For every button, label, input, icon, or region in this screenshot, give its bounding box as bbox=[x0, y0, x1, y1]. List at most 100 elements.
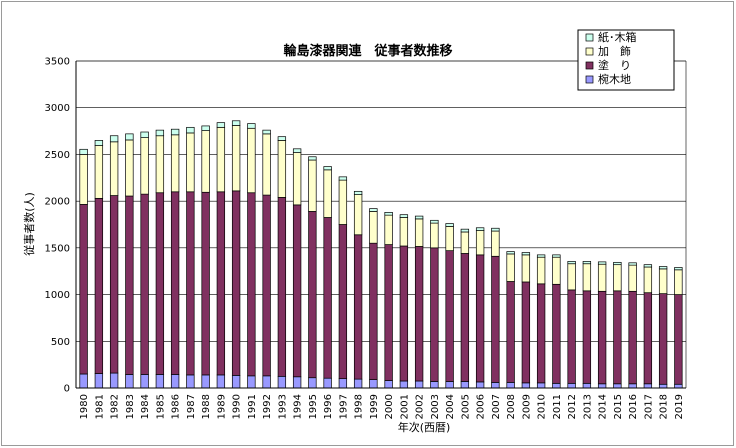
bar-segment bbox=[536, 256, 546, 285]
bar-segment bbox=[155, 192, 165, 375]
bar-segment bbox=[475, 227, 485, 231]
bar-segment bbox=[155, 374, 165, 389]
bar-segment bbox=[231, 190, 241, 376]
bar-segment bbox=[353, 194, 363, 236]
bar-segment bbox=[613, 261, 622, 266]
x-tick-label: 2019 bbox=[674, 394, 685, 419]
x-tick-label: 2009 bbox=[521, 394, 532, 419]
legend-label: 椀木地 bbox=[598, 72, 631, 86]
bar-segment bbox=[109, 135, 119, 143]
x-tick-label: 1994 bbox=[293, 394, 304, 419]
x-tick-label: 2005 bbox=[460, 394, 471, 419]
bar-segment bbox=[414, 218, 424, 247]
bar-segment bbox=[414, 246, 424, 382]
bar-segment bbox=[628, 262, 637, 266]
bar-segment bbox=[628, 290, 637, 385]
bar-segment bbox=[643, 264, 653, 268]
bar-segment bbox=[323, 169, 332, 218]
bar-segment bbox=[323, 377, 332, 389]
bar-segment bbox=[125, 374, 134, 389]
bar-segment bbox=[582, 382, 592, 389]
bar-segment bbox=[597, 290, 607, 385]
legend-label: 加 飾 bbox=[598, 45, 631, 58]
bar-segment bbox=[567, 263, 576, 291]
bar-segment bbox=[216, 374, 226, 389]
bar-segment bbox=[628, 264, 637, 292]
bar-segment bbox=[430, 222, 439, 249]
bar-segment bbox=[658, 383, 668, 389]
bar-segment bbox=[369, 208, 378, 212]
bar-segment bbox=[338, 378, 348, 389]
bar-segment bbox=[506, 253, 515, 282]
y-tick-label: 3500 bbox=[45, 57, 70, 68]
bar-segment bbox=[521, 281, 531, 384]
bar-segment bbox=[109, 195, 119, 374]
bar-segment bbox=[460, 228, 470, 233]
x-axis-title: 年次(西暦) bbox=[398, 420, 451, 434]
bar-segment bbox=[506, 251, 515, 255]
plot-background bbox=[76, 61, 686, 388]
x-tick-label: 1984 bbox=[140, 394, 151, 419]
bar-segment bbox=[643, 383, 653, 389]
bar-segment bbox=[231, 375, 241, 389]
bar-segment bbox=[445, 250, 454, 382]
bar-segment bbox=[674, 383, 683, 389]
bar-segment bbox=[674, 267, 683, 271]
bar-segment bbox=[186, 374, 195, 389]
x-tick-label: 2001 bbox=[399, 394, 410, 419]
bar-segment bbox=[140, 193, 149, 375]
bar-segment bbox=[338, 179, 348, 225]
bar-segment bbox=[674, 294, 683, 385]
bar-segment bbox=[155, 135, 165, 194]
bar-segment bbox=[338, 176, 348, 181]
bar-segment bbox=[521, 254, 531, 283]
y-tick-label: 1500 bbox=[45, 243, 70, 254]
bar-segment bbox=[308, 156, 317, 161]
bar-segment bbox=[384, 214, 393, 245]
bar-segment bbox=[292, 148, 302, 153]
y-tick-label: 0 bbox=[64, 384, 70, 395]
bar-segment bbox=[308, 211, 317, 379]
bar-segment bbox=[369, 211, 378, 244]
bar-segment bbox=[186, 126, 195, 134]
x-tick-label: 2013 bbox=[582, 394, 593, 419]
x-tick-label: 2018 bbox=[659, 394, 670, 419]
bar-segment bbox=[414, 380, 424, 389]
legend-label: 紙･木箱 bbox=[598, 30, 637, 44]
x-tick-label: 1995 bbox=[308, 394, 319, 419]
bar-segment bbox=[292, 376, 302, 389]
bar-segment bbox=[247, 127, 256, 194]
x-tick-label: 1996 bbox=[323, 394, 334, 419]
bar-segment bbox=[292, 152, 302, 206]
bar-segment bbox=[353, 234, 363, 380]
bar-segment bbox=[613, 264, 622, 292]
bar-segment bbox=[445, 223, 454, 227]
y-axis-title: 従事者数(人) bbox=[23, 192, 36, 256]
bar-segment bbox=[94, 140, 104, 146]
legend-swatch bbox=[585, 61, 594, 70]
bar-segment bbox=[613, 290, 622, 385]
x-tick-label: 1986 bbox=[171, 394, 182, 419]
y-tick-labels: 0 500 1000 1500 2000 2500 3000 3500 bbox=[45, 57, 70, 395]
bar-segment bbox=[201, 125, 210, 131]
bar-segment bbox=[170, 134, 180, 193]
bar-segment bbox=[308, 159, 317, 212]
bar-segment bbox=[323, 166, 332, 171]
bar-segment bbox=[216, 191, 226, 376]
bar-segment bbox=[79, 154, 88, 205]
bar-segment bbox=[445, 226, 454, 252]
bar-segment bbox=[247, 375, 256, 389]
bar-segment bbox=[262, 375, 271, 389]
bar-segment bbox=[155, 129, 165, 137]
bar-segment bbox=[369, 379, 378, 389]
bar-segment bbox=[399, 380, 409, 389]
x-tick-label: 1990 bbox=[232, 394, 243, 419]
bar-segment bbox=[582, 290, 592, 384]
bar-segment bbox=[79, 204, 88, 375]
bar-segment bbox=[597, 383, 607, 389]
x-tick-label: 1998 bbox=[354, 394, 365, 419]
bar-segment bbox=[125, 133, 134, 141]
x-tick-label: 1988 bbox=[201, 394, 212, 419]
bar-segment bbox=[582, 261, 592, 265]
